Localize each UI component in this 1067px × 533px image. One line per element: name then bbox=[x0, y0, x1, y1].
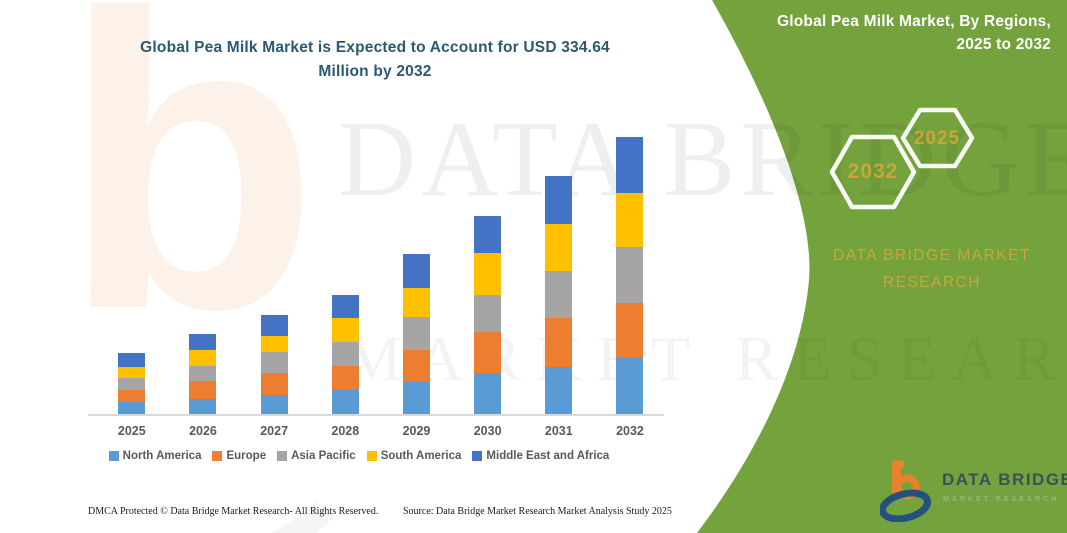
footer-dmca-text: DMCA Protected © Data Bridge Market Rese… bbox=[88, 506, 379, 517]
bar-segment-2026-europe bbox=[189, 380, 217, 399]
x-axis-label-2029: 2029 bbox=[402, 424, 431, 438]
bar-segment-2026-south-america bbox=[189, 349, 217, 366]
x-axis-line bbox=[88, 414, 664, 416]
bar-segment-2025-europe bbox=[118, 390, 146, 403]
bar-segment-2032-south-america bbox=[616, 193, 644, 247]
bar-segment-2029-asia-pacific bbox=[402, 317, 430, 351]
hexagon-2025-label: 2025 bbox=[913, 128, 961, 149]
green-panel-title: Global Pea Milk Market, By Regions, 2025… bbox=[711, 10, 1051, 56]
x-axis-label-2030: 2030 bbox=[473, 424, 502, 438]
brand-wordmark-line1: DATA BRIDGE MARKET bbox=[833, 247, 1031, 264]
legend-label-asia-pacific: Asia Pacific bbox=[291, 450, 356, 462]
legend-item-middle-east-and-africa: Middle East and Africa bbox=[472, 450, 609, 462]
bar-segment-2028-europe bbox=[331, 365, 359, 390]
bar-segment-2030-middle-east-and-africa bbox=[474, 215, 502, 253]
bar-segment-2027-middle-east-and-africa bbox=[260, 314, 288, 336]
bar-segment-2031-middle-east-and-africa bbox=[545, 175, 573, 224]
legend-label-south-america: South America bbox=[380, 450, 462, 462]
bar-segment-2026-asia-pacific bbox=[189, 365, 217, 381]
bar-segment-2029-south-america bbox=[402, 288, 430, 318]
bar-segment-2026-middle-east-and-africa bbox=[189, 333, 217, 350]
chart-title-line1: Global Pea Milk Market is Expected to Ac… bbox=[140, 39, 610, 56]
data-bridge-logo-icon bbox=[880, 460, 932, 522]
legend-swatch-north-america bbox=[108, 451, 119, 461]
bar-segment-2031-asia-pacific bbox=[545, 270, 573, 318]
legend-swatch-asia-pacific bbox=[277, 451, 288, 461]
chart-title: Global Pea Milk Market is Expected to Ac… bbox=[80, 36, 670, 84]
legend-swatch-europe bbox=[212, 451, 223, 461]
bar-segment-2028-south-america bbox=[331, 317, 359, 342]
brand-wordmark: DATA BRIDGE MARKET RESEARCH bbox=[812, 242, 1052, 296]
chart-legend: North America Europe Asia Pacific South Ame… bbox=[85, 450, 633, 462]
bar-segment-2032-asia-pacific bbox=[616, 247, 644, 303]
bar-segment-2030-south-america bbox=[474, 252, 502, 295]
bar-segment-2028-middle-east-and-africa bbox=[331, 294, 359, 318]
x-axis-label-2027: 2027 bbox=[260, 424, 289, 438]
bar-segment-2029-north-america bbox=[402, 382, 430, 415]
bar-segment-2027-asia-pacific bbox=[260, 351, 288, 373]
bar-segment-2031-europe bbox=[545, 317, 573, 367]
watermark-text-line2: MARKET RESEARCH bbox=[345, 323, 1067, 394]
brand-wordmark-line2: RESEARCH bbox=[882, 274, 982, 291]
legend-item-europe: Europe bbox=[212, 450, 266, 462]
x-axis-label-2031: 2031 bbox=[544, 424, 573, 438]
bar-segment-2025-middle-east-and-africa bbox=[118, 353, 146, 368]
legend-label-europe: Europe bbox=[226, 450, 267, 462]
x-axis-label-2032: 2032 bbox=[616, 424, 644, 438]
bar-segment-2031-north-america bbox=[545, 366, 573, 415]
bar-segment-2030-asia-pacific bbox=[474, 294, 502, 332]
bar-segment-2029-europe bbox=[402, 350, 430, 382]
bar-segment-2032-middle-east-and-africa bbox=[616, 137, 644, 194]
bar-segment-2025-north-america bbox=[118, 402, 146, 415]
data-bridge-logo: DATA BRIDGE MARKET RESEARCH bbox=[880, 458, 1067, 522]
bar-segment-2027-north-america bbox=[260, 394, 288, 415]
legend-item-asia-pacific: Asia Pacific bbox=[277, 450, 356, 462]
bar-segment-2027-europe bbox=[260, 372, 288, 395]
bar-segment-2032-north-america bbox=[616, 358, 644, 415]
logo-wordmark: DATA BRIDGE bbox=[942, 470, 1067, 489]
bar-segment-2030-europe bbox=[474, 331, 502, 373]
legend-label-middle-east-and-africa: Middle East and Africa bbox=[486, 450, 610, 462]
x-axis-label-2025: 2025 bbox=[117, 424, 146, 438]
legend-item-south-america: South America bbox=[366, 450, 462, 462]
green-panel-title-line2: 2025 to 2032 bbox=[956, 36, 1051, 53]
bar-segment-2028-asia-pacific bbox=[331, 341, 359, 366]
bar-segment-2027-south-america bbox=[260, 335, 288, 352]
chart-title-line2: Million by 2032 bbox=[318, 63, 432, 80]
bar-segment-2031-south-america bbox=[545, 223, 573, 271]
legend-label-north-america: North America bbox=[122, 450, 202, 462]
bar-segment-2030-north-america bbox=[474, 372, 502, 415]
bar-segment-2032-europe bbox=[616, 303, 644, 358]
x-axis-label-2028: 2028 bbox=[331, 424, 360, 438]
bar-segment-2025-south-america bbox=[118, 367, 146, 379]
bar-segment-2025-asia-pacific bbox=[118, 378, 146, 391]
bar-segment-2029-middle-east-and-africa bbox=[402, 254, 430, 289]
legend-swatch-south-america bbox=[366, 451, 377, 461]
logo-subtext: MARKET RESEARCH bbox=[943, 496, 1060, 503]
bar-segment-2026-north-america bbox=[189, 398, 217, 415]
bar-segment-2028-north-america bbox=[331, 389, 359, 415]
logo-divider bbox=[942, 491, 1042, 492]
hexagon-2032-label: 2032 bbox=[847, 160, 899, 183]
footer-source-text: Source: Data Bridge Market Research Mark… bbox=[403, 506, 672, 517]
x-axis-label-2026: 2026 bbox=[189, 424, 217, 438]
legend-item-north-america: North America bbox=[108, 450, 202, 462]
green-panel-title-line1: Global Pea Milk Market, By Regions, bbox=[776, 13, 1051, 30]
legend-swatch-middle-east-and-africa bbox=[472, 451, 483, 461]
